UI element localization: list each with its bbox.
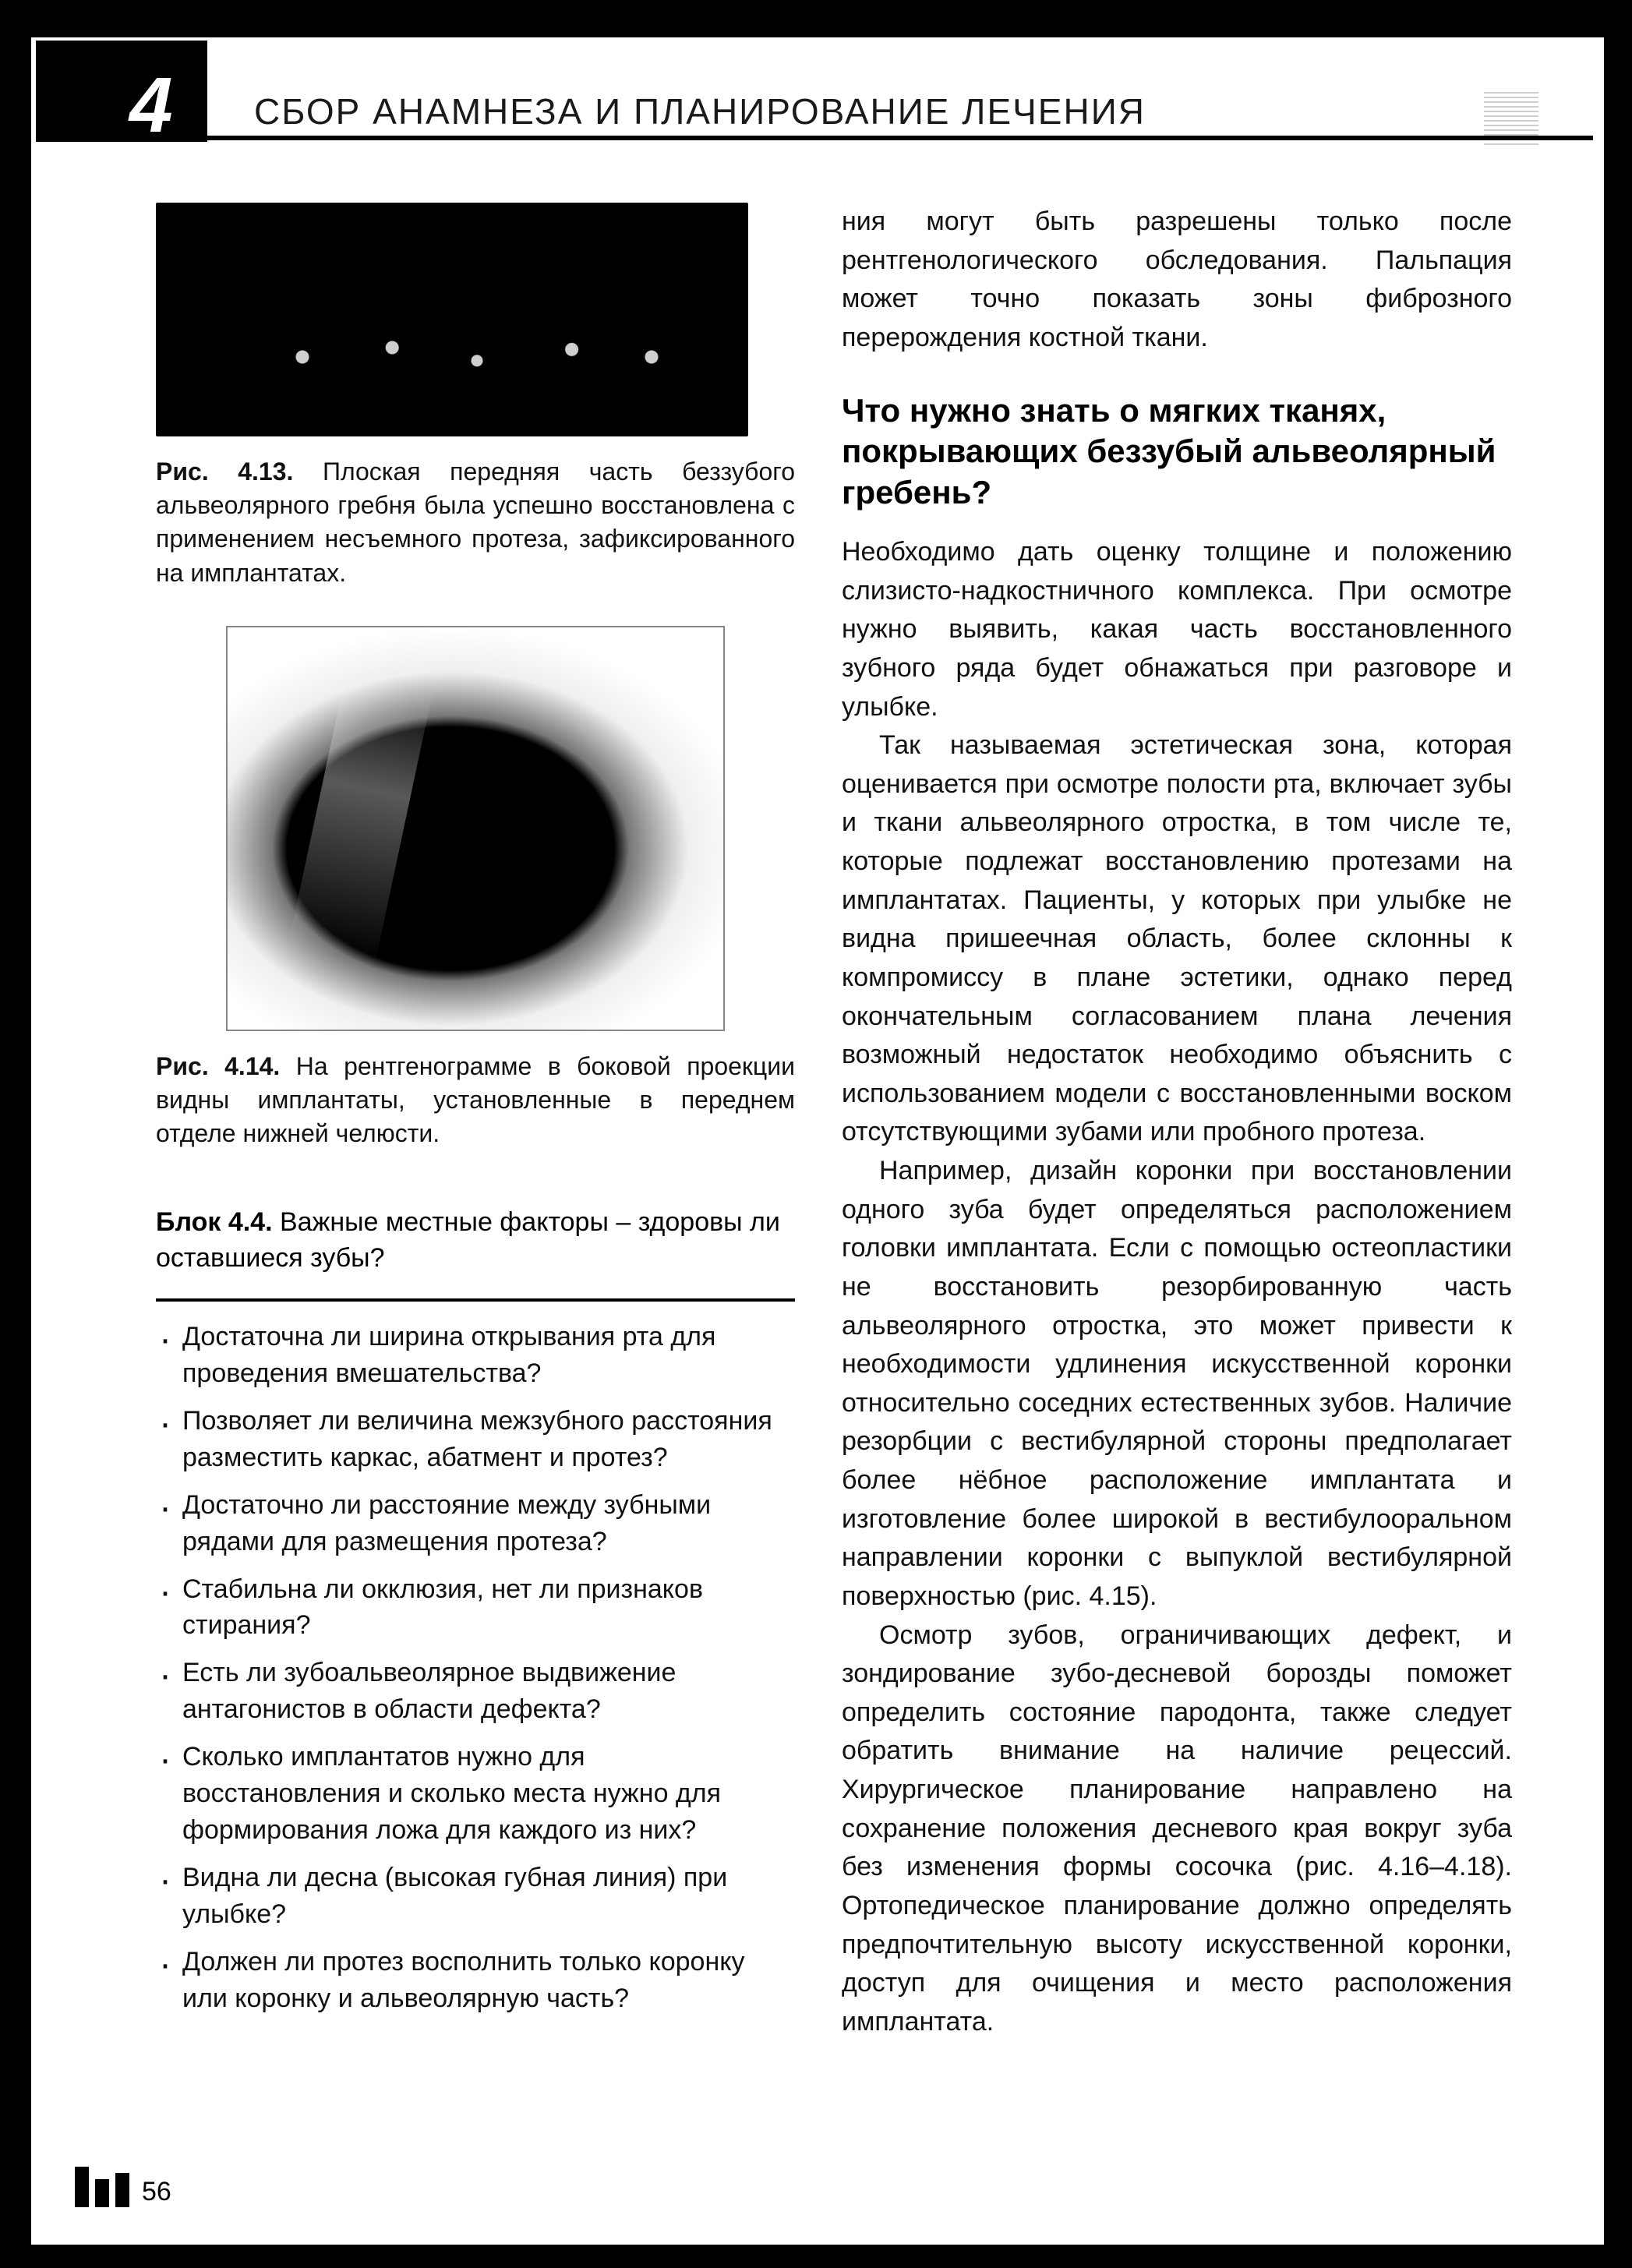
right-paragraph-3: Например, дизайн коронки при восстановле…: [842, 1152, 1512, 1616]
block-4-4-rule: [156, 1298, 795, 1302]
block-4-4-item: Позволяет ли величина межзубного расстоя…: [182, 1403, 787, 1476]
footer-bar-icon: [95, 2179, 109, 2207]
scan-border-left: [0, 0, 31, 2268]
footer-bar-icon: [75, 2167, 89, 2207]
block-4-4-item: Есть ли зубоальвеолярное выдвижение анта…: [182, 1655, 787, 1728]
footer-bar-icon: [115, 2173, 129, 2207]
figure-4-13-caption: Рис. 4.13. Плоская передняя часть беззуб…: [156, 455, 795, 590]
header-rule: [36, 136, 1593, 140]
page-number: 56: [142, 2177, 171, 2207]
right-column: ния могут быть разрешены только после ре…: [842, 203, 1512, 2041]
block-4-4-item: Стабильна ли окклюзия, нет ли признаков …: [182, 1571, 787, 1644]
chapter-title: СБОР АНАМНЕЗА И ПЛАНИРОВАНИЕ ЛЕЧЕНИЯ: [254, 90, 1146, 132]
figure-4-13-label: Рис. 4.13.: [156, 457, 293, 486]
scan-border-right: [1604, 0, 1632, 2268]
left-column: Рис. 4.13. Плоская передняя часть беззуб…: [156, 203, 795, 2028]
scan-border-top: [0, 0, 1632, 37]
page-body: Рис. 4.13. Плоская передняя часть беззуб…: [156, 203, 1512, 2198]
block-4-4-item: Видна ли десна (высокая губная линия) пр…: [182, 1860, 787, 1933]
figure-4-14-caption: Рис. 4.14. На рентгенограмме в боковой п…: [156, 1050, 795, 1151]
block-4-4-item: Должен ли протез восполнить только корон…: [182, 1944, 787, 2017]
figure-4-13-image: [156, 203, 748, 436]
figure-4-14-label: Рис. 4.14.: [156, 1052, 280, 1080]
block-4-4-item: Достаточно ли расстояние между зубными р…: [182, 1487, 787, 1560]
right-lead-paragraph: ния могут быть разрешены только после ре…: [842, 203, 1512, 358]
right-paragraph-2: Так называемая эстетическая зона, котора…: [842, 726, 1512, 1152]
right-paragraph-1: Необходимо дать оценку толщине и положен…: [842, 533, 1512, 726]
chapter-number-box: [36, 41, 207, 142]
block-4-4-item: Достаточна ли ширина открывания рта для …: [182, 1319, 787, 1392]
scan-border-bottom: [0, 2245, 1632, 2268]
page-footer-mark: 56: [75, 2167, 171, 2207]
block-4-4-item: Сколько имплантатов нужно для восстановл…: [182, 1739, 787, 1849]
section-heading: Что нужно знать о мягких тканях, покрыва…: [842, 390, 1512, 514]
figure-4-14-image: [226, 626, 725, 1031]
block-4-4-title: Блок 4.4. Важные местные факторы – здоро…: [156, 1205, 795, 1277]
right-paragraph-4: Осмотр зубов, ограничивающих дефект, и з…: [842, 1616, 1512, 2042]
block-4-4-label: Блок 4.4.: [156, 1207, 273, 1237]
block-4-4-list: Достаточна ли ширина открывания рта для …: [156, 1319, 795, 2016]
scanned-page: 4 СБОР АНАМНЕЗА И ПЛАНИРОВАНИЕ ЛЕЧЕНИЯ Р…: [0, 0, 1632, 2268]
